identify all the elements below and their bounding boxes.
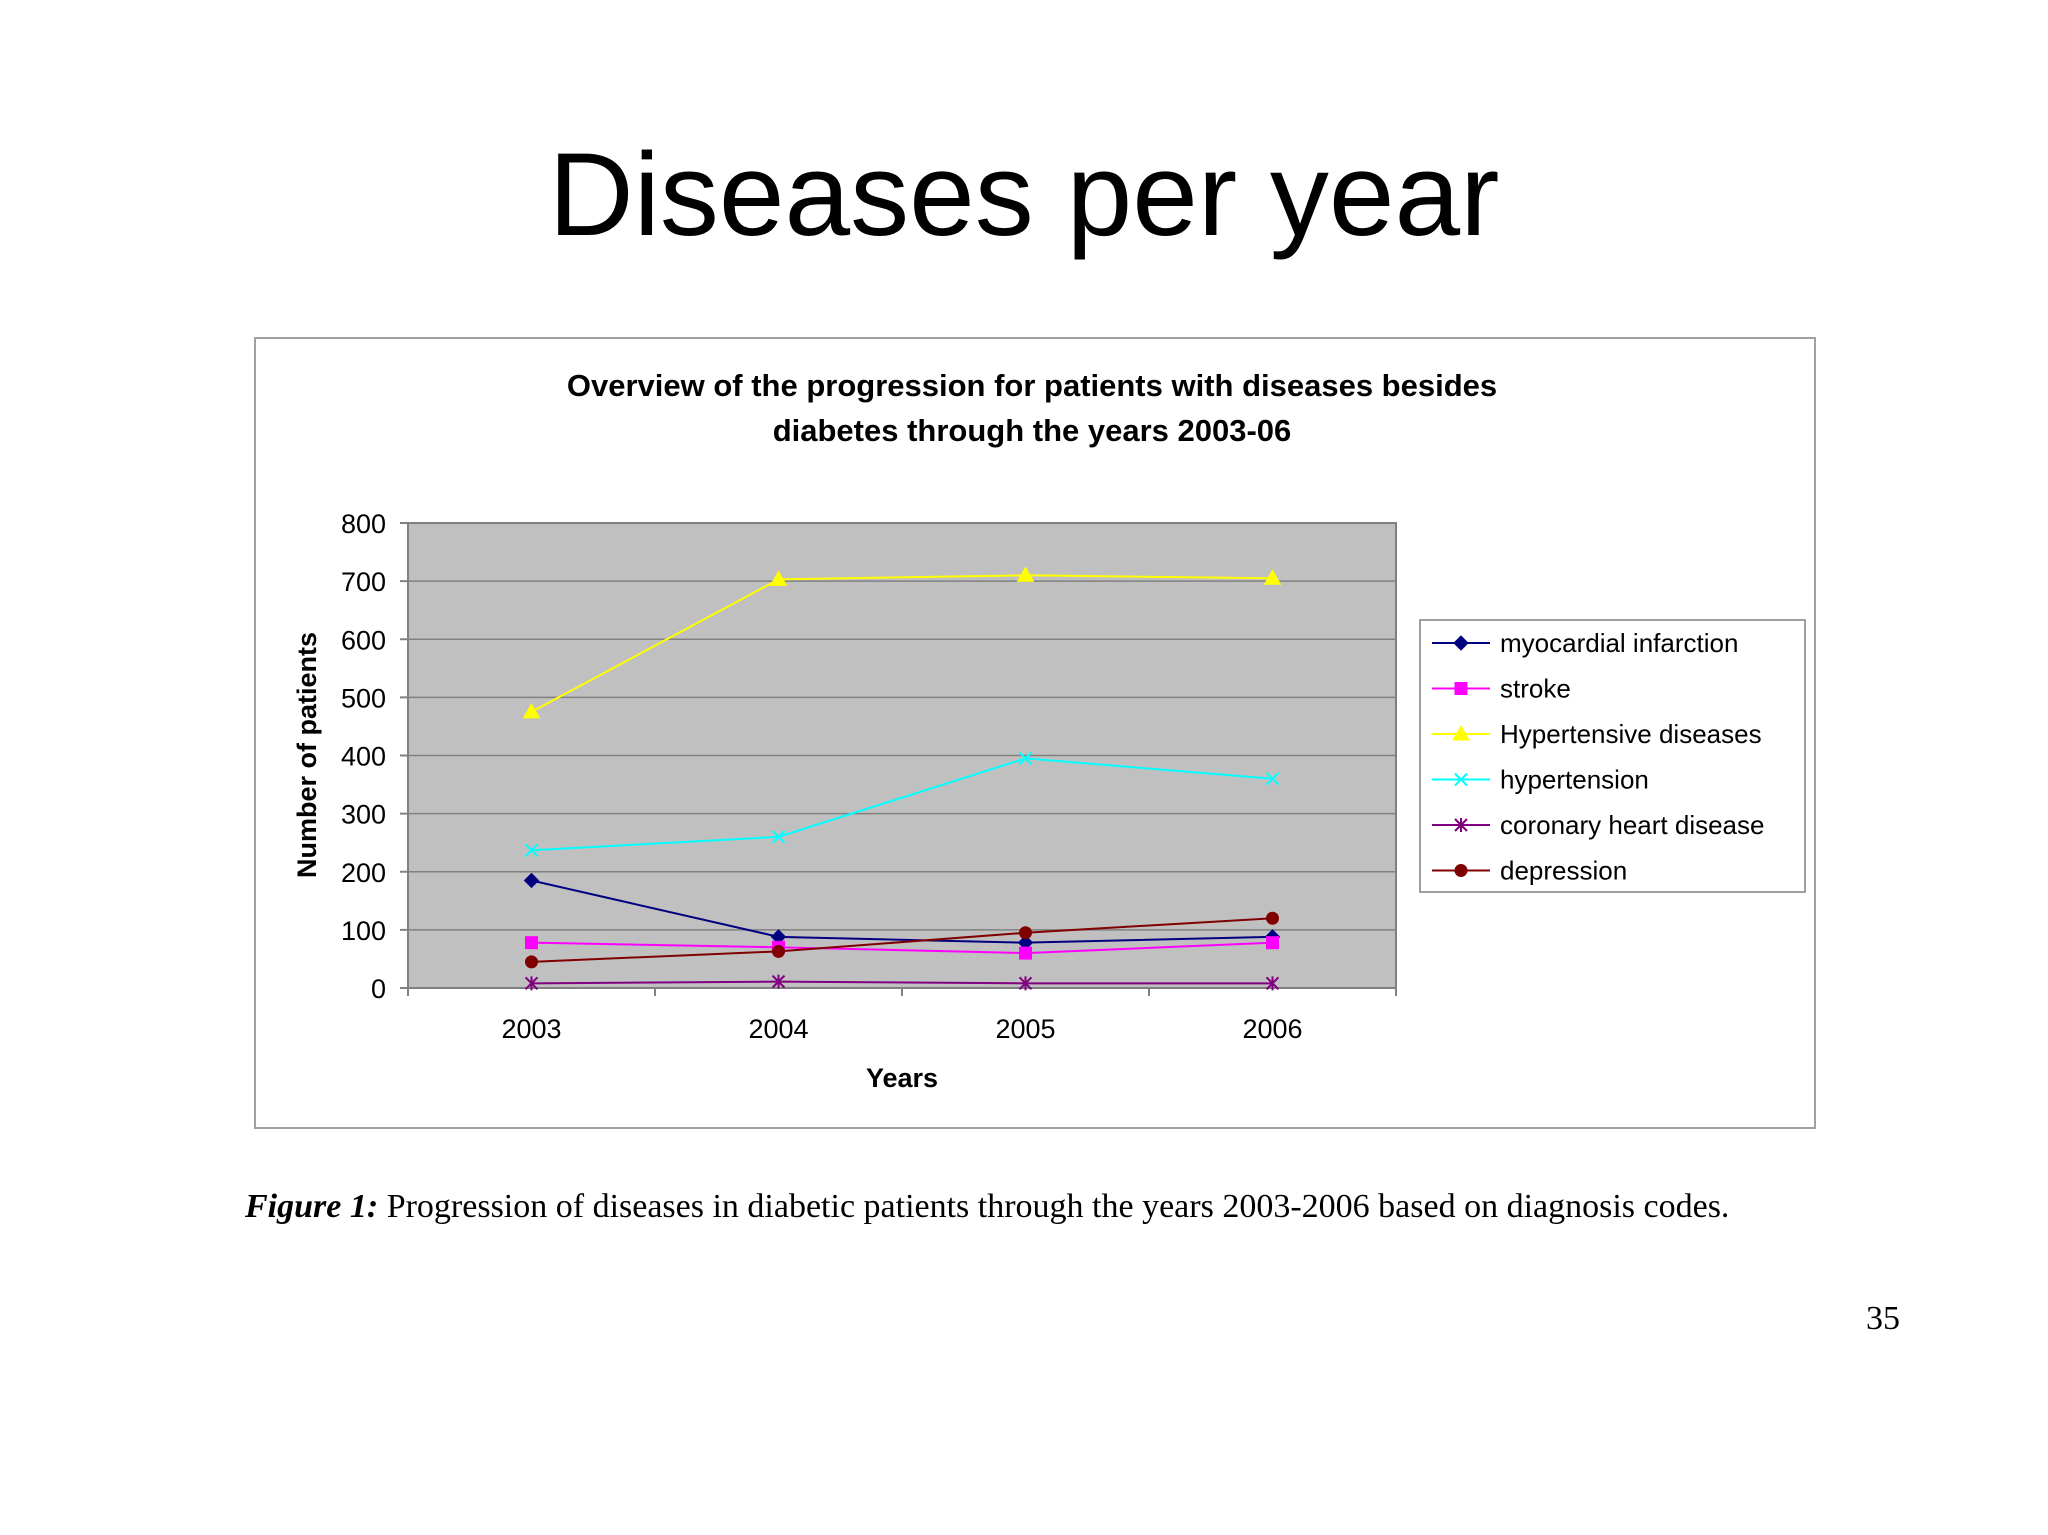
data-point [1019,946,1032,960]
y-tick-label: 400 [341,742,386,772]
y-tick-label: 500 [341,683,386,713]
y-tick-label: 300 [341,800,386,830]
series-layer [522,566,1282,991]
data-point [1019,926,1032,940]
x-tick-label: 2003 [501,1014,561,1044]
y-tick-label: 700 [341,567,386,597]
data-point [769,570,788,586]
series-line [531,941,1273,955]
chart-title-line1: Overview of the progression for patients… [567,368,1497,403]
legend-marker [1453,635,1469,651]
legend-label: stroke [1500,674,1571,704]
data-point [1016,566,1035,582]
data-point [1265,976,1280,991]
data-point [1265,772,1280,786]
series-line [531,917,1273,963]
series-3 [524,751,1280,857]
legend-entry: myocardial infarction [1432,628,1738,658]
data-point [1018,976,1033,991]
series-line [531,879,1273,944]
series-2 [522,566,1282,719]
legend-label: coronary heart disease [1500,810,1764,840]
data-point [523,872,540,889]
x-axis-ticks: 2003 2004 2005 2006 [407,988,1397,1044]
legend-label: Hypertensive diseases [1500,719,1762,749]
y-axis-label: Number of patients [292,632,322,878]
caption-text: Progression of diseases in diabetic pati… [378,1188,1730,1225]
figure-caption: Figure 1: Progression of diseases in dia… [245,1185,1805,1229]
legend-marker [1452,724,1470,741]
data-point [771,830,786,844]
series-4 [524,974,1280,991]
series-1 [525,936,1279,960]
legend-label: myocardial infarction [1500,628,1738,658]
data-point [771,974,786,989]
data-point [525,936,538,950]
chart-title-line2: diabetes through the years 2003-06 [773,413,1292,448]
legend-label: hypertension [1500,765,1649,795]
data-point [525,955,538,969]
gridlines [408,522,1396,931]
legend-entry: stroke [1432,674,1571,704]
data-point [772,944,785,958]
series-line [531,757,1273,852]
data-point [1266,911,1279,925]
legend-marker [1454,772,1468,787]
y-tick-label: 800 [341,509,386,539]
y-tick-label: 600 [341,625,386,655]
legend: myocardial infarction stroke Hypertensive … [1432,628,1764,886]
data-point [1263,569,1282,585]
legend-box [1419,619,1806,893]
series-line [531,980,1273,985]
y-tick-label: 200 [341,858,386,888]
page-number: 35 [1866,1300,1900,1337]
data-point [1018,751,1033,766]
legend-entry: coronary heart disease [1432,810,1764,840]
data-point [522,702,541,719]
x-tick-label: 2004 [748,1014,808,1044]
series-line [531,574,1273,713]
caption-label: Figure 1: [245,1188,379,1225]
y-tick-label: 0 [371,974,386,1004]
data-point [524,843,539,857]
x-axis-label: Years [866,1063,938,1093]
legend-marker [1454,864,1468,877]
data-point [1266,936,1279,950]
series-5 [525,911,1279,969]
legend-entry: depression [1432,856,1627,886]
y-axis-ticks: 0 100 200 300 400 500 600 700 800 [341,509,408,1004]
legend-entry: hypertension [1432,765,1649,795]
legend-entry: Hypertensive diseases [1432,719,1762,749]
x-tick-label: 2006 [1242,1014,1302,1044]
slide-title: Diseases per year [548,129,1500,261]
x-tick-label: 2005 [995,1014,1055,1044]
legend-marker [1454,818,1468,832]
y-tick-label: 100 [341,916,386,946]
legend-label: depression [1500,856,1627,886]
legend-marker [1454,682,1468,695]
data-point [524,976,539,991]
